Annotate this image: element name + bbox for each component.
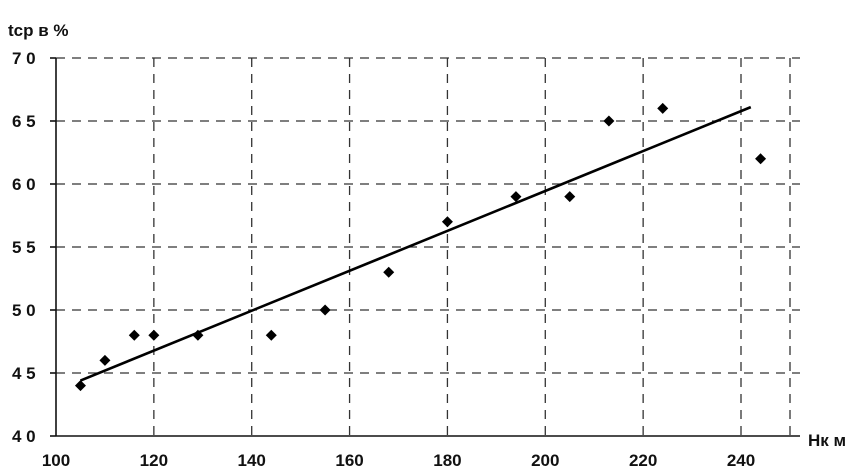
x-tick-label: 200 [531,451,559,470]
data-point [192,329,204,341]
data-point [441,216,453,228]
y-tick-label: 4 5 [12,364,36,383]
y-tick-label: 7 0 [12,49,36,68]
x-tick-label: 120 [140,451,168,470]
data-point [74,380,86,392]
data-point [383,266,395,278]
data-point [564,191,576,203]
trendline [79,105,752,382]
x-axis-label: Hк м [808,431,846,450]
data-point [319,304,331,316]
y-tick-label: 5 0 [12,301,36,320]
y-tick-labels: 4 0 4 5 5 0 5 5 6 0 6 5 7 0 [12,49,56,446]
x-tick-label: 180 [433,451,461,470]
data-point [755,153,767,165]
data-point [510,191,522,203]
grid-lines [56,57,800,436]
x-tick-label: 160 [335,451,363,470]
y-tick-label: 6 5 [12,112,36,131]
x-tick-labels: 100 120 140 160 180 200 220 240 [42,451,755,470]
y-tick-label: 6 0 [12,175,36,194]
data-point [99,354,111,366]
data-point [603,115,615,127]
y-axis-label: tcp в % [8,21,69,40]
data-point [265,329,277,341]
y-tick-label: 4 0 [12,427,36,446]
x-tick-label: 240 [727,451,755,470]
x-tick-label: 100 [42,451,70,470]
y-tick-label: 5 5 [12,238,36,257]
trendline-group [79,105,752,382]
x-tick-label: 220 [629,451,657,470]
x-tick-label: 140 [238,451,266,470]
data-point [657,102,669,114]
data-point [128,329,140,341]
data-point [148,329,160,341]
data-points [74,102,767,392]
